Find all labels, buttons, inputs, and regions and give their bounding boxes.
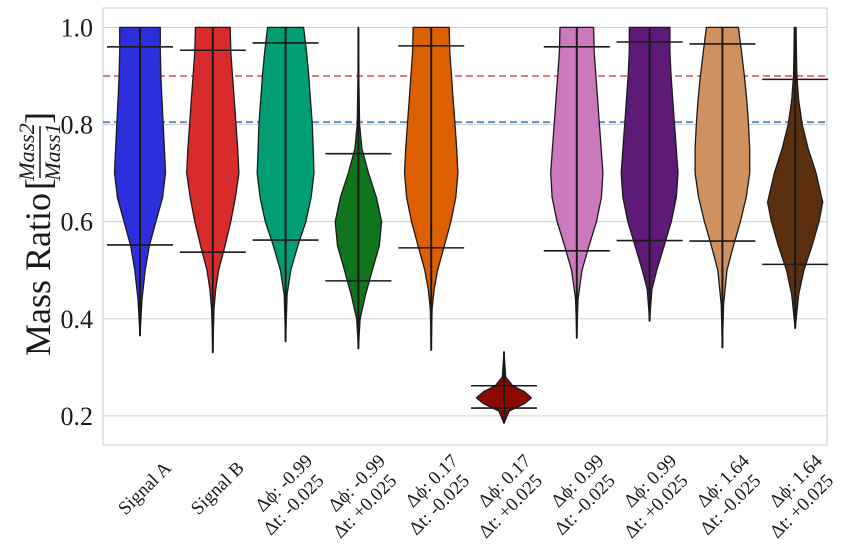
x-tick-label-group: Signal A — [114, 458, 176, 520]
y-tick-label: 0.6 — [61, 208, 94, 237]
y-tick-labels: 0.2 0.4 0.6 0.8 1.0 — [61, 13, 94, 430]
y-tick-label: 0.8 — [61, 111, 94, 140]
y-axis-label-bracket-close: ] — [18, 112, 58, 124]
y-axis-label-text: Mass Ratio — [18, 193, 58, 356]
x-tick-label: Signal B — [187, 458, 249, 520]
y-axis-label-bracket-open: [ — [18, 178, 58, 190]
y-axis-label: Mass Ratio [ Mass2 Mass1 ] — [14, 112, 65, 356]
y-axis-label-numerator: Mass2 — [14, 123, 39, 181]
y-tick-label: 0.2 — [61, 402, 94, 431]
y-axis-label-denominator: Mass1 — [40, 123, 65, 181]
violins — [107, 26, 829, 424]
y-tick-label: 0.4 — [61, 305, 94, 334]
x-tick-label-group: Signal B — [187, 458, 249, 520]
x-tick-label: Signal A — [114, 458, 176, 520]
y-tick-label: 1.0 — [61, 13, 94, 42]
